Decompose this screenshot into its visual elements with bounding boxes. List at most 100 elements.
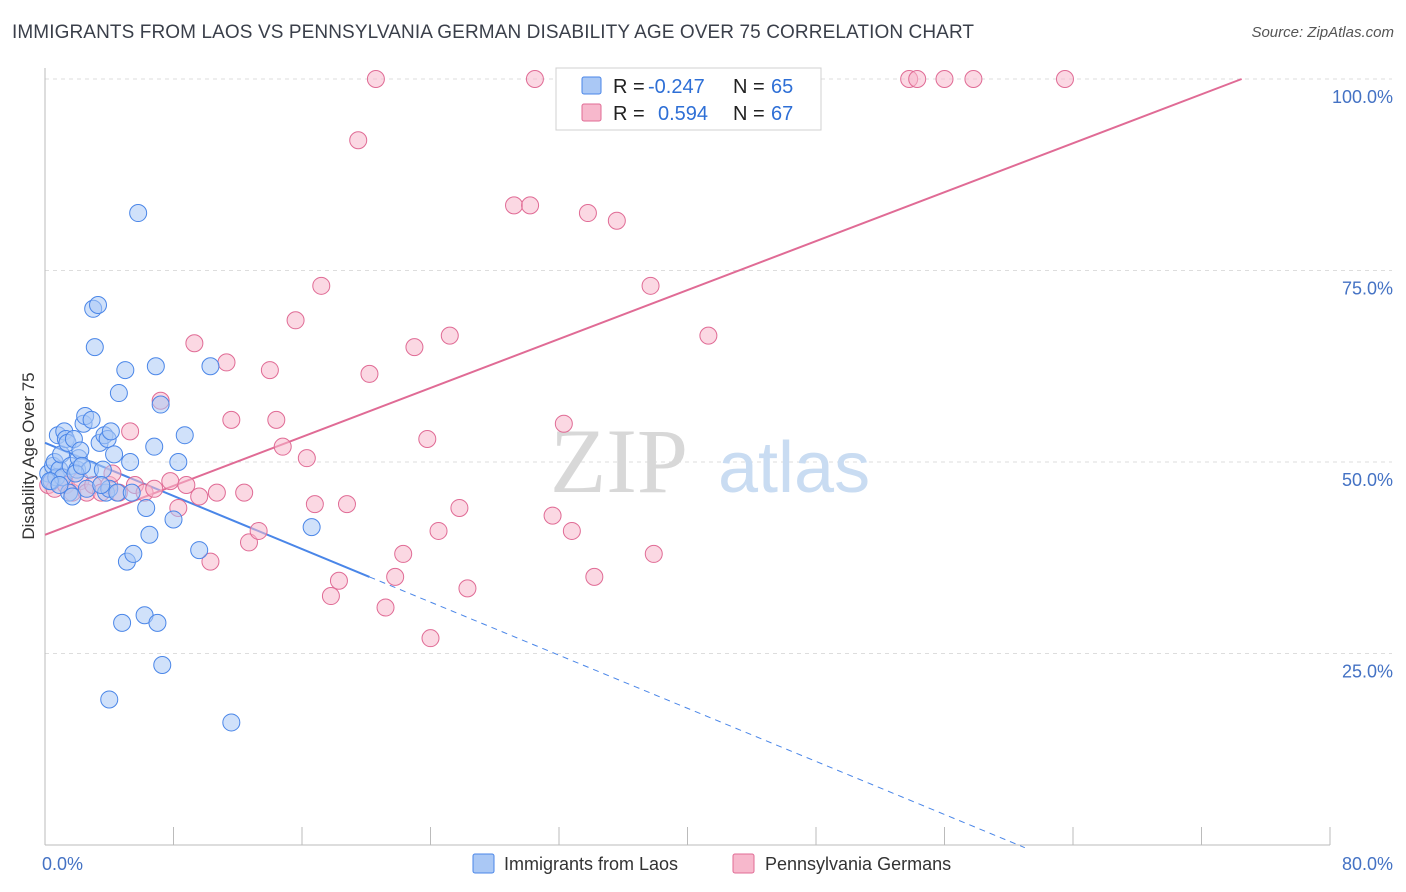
grid-lines bbox=[45, 78, 1392, 654]
point-pa-german-extra-0 bbox=[964, 70, 983, 88]
point-pa-german-45 bbox=[405, 338, 424, 357]
point-pa-german-66 bbox=[935, 70, 954, 88]
point-laos-14 bbox=[63, 487, 82, 506]
point-pa-german-27 bbox=[239, 533, 258, 552]
point-pa-german-38 bbox=[337, 495, 356, 514]
point-laos-54 bbox=[190, 541, 209, 560]
data-points bbox=[39, 70, 1074, 732]
point-laos-46 bbox=[145, 437, 164, 456]
legend-label-pa-german: Pennsylvania Germans bbox=[765, 854, 951, 874]
point-pa-german-33 bbox=[297, 449, 316, 468]
point-pa-german-47 bbox=[421, 629, 440, 648]
point-pa-german-60 bbox=[607, 211, 626, 230]
point-laos-60 bbox=[72, 456, 91, 475]
point-laos-57 bbox=[302, 518, 321, 537]
point-laos-45 bbox=[140, 525, 159, 544]
point-laos-23 bbox=[82, 410, 101, 429]
point-pa-german-46 bbox=[418, 430, 437, 449]
trend-line-laos-extension bbox=[369, 576, 1026, 849]
point-pa-german-32 bbox=[286, 311, 305, 330]
stats-n-value-1: 65 bbox=[771, 76, 793, 98]
point-pa-german-28 bbox=[249, 521, 268, 540]
source-label: Source: ZipAtlas.com bbox=[1251, 24, 1394, 41]
point-laos-26 bbox=[89, 295, 108, 314]
point-pa-german-26 bbox=[235, 483, 254, 502]
stats-r-value-1: -0.247 bbox=[648, 76, 705, 98]
point-laos-49 bbox=[151, 395, 170, 414]
point-pa-german-53 bbox=[521, 196, 540, 215]
stats-r-label-2: R = bbox=[613, 103, 645, 125]
point-laos-41 bbox=[124, 544, 143, 563]
stats-n-label-2: N = bbox=[733, 103, 765, 125]
point-pa-german-20 bbox=[185, 334, 204, 353]
point-laos-51 bbox=[164, 510, 183, 529]
point-pa-german-54 bbox=[525, 70, 544, 88]
legend-label-laos: Immigrants from Laos bbox=[504, 854, 678, 874]
point-laos-36 bbox=[109, 384, 128, 403]
point-laos-42 bbox=[129, 204, 148, 223]
point-pa-german-30 bbox=[267, 410, 286, 429]
point-pa-german-25 bbox=[222, 410, 241, 429]
point-laos-64 bbox=[50, 475, 69, 494]
y-tick-label-3: 25.0% bbox=[1342, 662, 1393, 682]
point-laos-25 bbox=[85, 338, 104, 357]
point-laos-53 bbox=[175, 426, 194, 445]
stats-n-label-1: N = bbox=[733, 76, 765, 98]
point-pa-german-12 bbox=[121, 422, 140, 441]
point-pa-german-19 bbox=[177, 475, 196, 494]
stats-swatch-pink bbox=[581, 103, 602, 122]
chart-title: IMMIGRANTS FROM LAOS VS PENNSYLVANIA GER… bbox=[12, 22, 975, 43]
stats-r-value-2: 0.594 bbox=[658, 103, 708, 125]
point-laos-28 bbox=[93, 460, 112, 479]
point-pa-german-39 bbox=[349, 131, 368, 150]
point-laos-63 bbox=[122, 483, 141, 502]
point-laos-44 bbox=[137, 498, 156, 517]
point-pa-german-31 bbox=[273, 437, 292, 456]
point-pa-german-43 bbox=[386, 567, 405, 586]
point-pa-german-29 bbox=[260, 361, 279, 380]
tick-labels: 100.0% 75.0% 50.0% 25.0% 0.0% 80.0% bbox=[42, 87, 1393, 874]
stats-box: R = -0.247 N = 65 R = 0.594 N = 67 bbox=[555, 67, 822, 131]
point-pa-german-48 bbox=[429, 521, 448, 540]
point-pa-german-49 bbox=[440, 326, 459, 345]
point-pa-german-extra-1 bbox=[1055, 70, 1074, 88]
point-pa-german-58 bbox=[578, 204, 597, 223]
point-pa-german-23 bbox=[207, 483, 226, 502]
point-pa-german-52 bbox=[505, 196, 524, 215]
point-pa-german-44 bbox=[394, 544, 413, 563]
watermark-atlas: atlas bbox=[718, 428, 870, 508]
point-pa-german-37 bbox=[329, 571, 348, 590]
point-laos-61 bbox=[92, 475, 111, 494]
legend-swatch-pa-german bbox=[732, 853, 755, 874]
point-laos-40 bbox=[121, 453, 140, 471]
y-axis-title: Disability Age Over 75 bbox=[19, 372, 38, 539]
y-tick-label-1: 75.0% bbox=[1342, 279, 1393, 299]
point-laos-47 bbox=[146, 357, 165, 376]
point-pa-german-40 bbox=[360, 364, 379, 383]
point-pa-german-22 bbox=[201, 552, 220, 571]
trend-line-pa-german bbox=[44, 78, 1243, 536]
x-tick-label-max: 80.0% bbox=[1342, 854, 1393, 874]
point-pa-german-21 bbox=[190, 487, 209, 506]
point-pa-german-50 bbox=[450, 498, 469, 517]
point-pa-german-57 bbox=[562, 521, 581, 540]
stats-swatch-blue bbox=[581, 76, 602, 95]
x-tick-label-min: 0.0% bbox=[42, 854, 83, 874]
point-pa-german-55 bbox=[543, 506, 562, 525]
point-pa-german-17 bbox=[161, 472, 180, 491]
point-pa-german-24 bbox=[217, 353, 236, 372]
y-tick-label-0: 100.0% bbox=[1332, 87, 1393, 107]
point-laos-18 bbox=[71, 441, 90, 460]
point-laos-38 bbox=[116, 361, 135, 380]
point-pa-german-34 bbox=[305, 495, 324, 514]
point-pa-german-42 bbox=[376, 598, 395, 617]
point-laos-55 bbox=[201, 357, 220, 376]
point-laos-50 bbox=[153, 655, 172, 674]
point-laos-37 bbox=[113, 613, 132, 632]
point-laos-62 bbox=[100, 690, 119, 709]
axes bbox=[44, 68, 1331, 846]
point-pa-german-59 bbox=[585, 567, 604, 586]
point-laos-48 bbox=[148, 613, 167, 632]
point-pa-german-36 bbox=[321, 587, 340, 606]
